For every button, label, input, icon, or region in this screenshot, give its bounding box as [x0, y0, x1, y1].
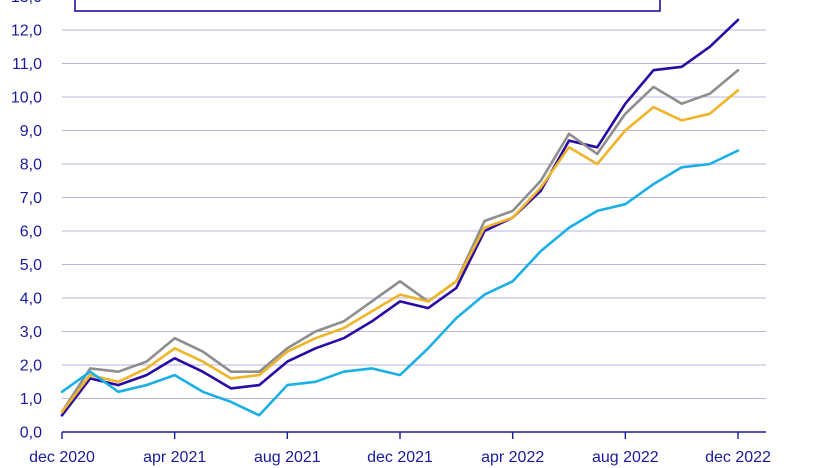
x-tick-label: dec 2022: [705, 449, 771, 466]
series-line-1: [60, 18, 740, 417]
x-tick-label: dec 2020: [29, 449, 95, 466]
y-tick-label: 6,0: [20, 224, 42, 241]
y-tick-label: 1,0: [20, 391, 42, 408]
y-tick-label: 12,0: [11, 23, 42, 40]
y-tick-label: 7,0: [20, 190, 42, 207]
y-tick-label: 0,0: [20, 425, 42, 442]
x-tick-label: aug 2022: [592, 449, 659, 466]
x-tick-label: apr 2022: [481, 449, 544, 466]
series-lines: [60, 18, 740, 417]
x-tick-label: dec 2021: [367, 449, 433, 466]
x-axis-ticks: dec 2020 apr 2021 aug 2021 dec 2021 apr 2022…: [29, 432, 771, 466]
y-tick-label: 5,0: [20, 257, 42, 274]
y-tick-label: 8,0: [20, 157, 42, 174]
y-tick-label: 10,0: [11, 90, 42, 107]
y-axis-ticks: 0,0 1,0 2,0 3,0 4,0 5,0 6,0 7,0 8,0 9,0 10,0 11,0 12…: [11, 0, 42, 442]
x-tick-label: apr 2021: [143, 449, 206, 466]
legend-box: [74, 0, 661, 12]
y-tick-label: 9,0: [20, 123, 42, 140]
y-tick-label: 13,0: [11, 0, 42, 6]
x-tick-label: aug 2021: [254, 449, 321, 466]
series-line-3: [60, 89, 740, 414]
series-line-4: [60, 149, 740, 417]
y-tick-label: 4,0: [20, 291, 42, 308]
y-tick-label: 2,0: [20, 358, 42, 375]
y-tick-label: 11,0: [12, 56, 42, 73]
series-line-2: [60, 68, 740, 414]
grid-lines: [62, 29, 766, 399]
y-tick-label: 3,0: [20, 324, 42, 341]
